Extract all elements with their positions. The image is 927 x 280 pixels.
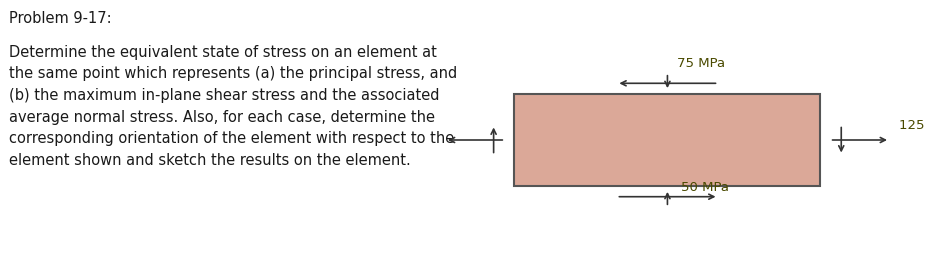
Text: Problem 9-17:: Problem 9-17: (9, 11, 112, 26)
Text: 50 MPa: 50 MPa (681, 181, 730, 194)
Text: 75 MPa: 75 MPa (677, 57, 725, 70)
Bar (514, 94, 820, 186)
Text: 125 MPa: 125 MPa (899, 119, 927, 132)
Text: Determine the equivalent state of stress on an element at
the same point which r: Determine the equivalent state of stress… (9, 45, 458, 168)
